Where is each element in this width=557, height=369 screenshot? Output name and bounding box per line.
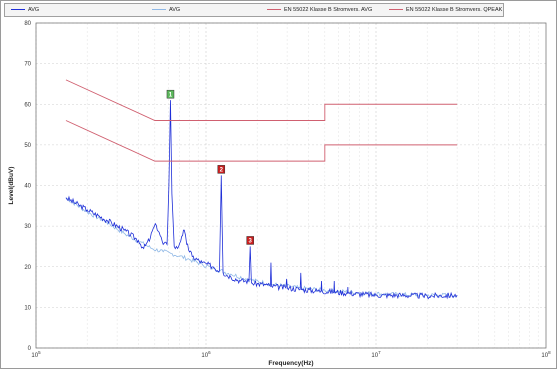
avg-trace-line [65, 197, 458, 298]
y-tick-label: 40 [24, 184, 31, 190]
plot-area [35, 22, 547, 349]
legend: AVG AVG EN 55022 Klasse B Stromvers. AVG… [4, 3, 504, 17]
grid [35, 22, 546, 349]
y-tick-label: 30 [24, 224, 31, 230]
y-tick-label: 10 [24, 305, 31, 311]
marker-label: 3 [249, 239, 253, 245]
legend-item-avg: AVG [152, 4, 180, 16]
marker-label: 1 [169, 92, 173, 98]
x-axis-label: Frequency(Hz) [268, 360, 313, 367]
legend-item-avg-peak: AVG [11, 4, 39, 16]
y-axis-ticks: 0 10 20 30 40 50 60 70 80 [24, 21, 31, 352]
y-tick-label: 0 [28, 346, 32, 352]
x-axis-ticks: 105 106 107 108 [31, 350, 551, 359]
marker-2: 2 [217, 165, 226, 174]
marker-3: 3 [246, 236, 254, 245]
markers-layer: 1 2 3 [166, 89, 254, 245]
legend-item-limit-qpeak: EN 55022 Klasse B Stromvers. QPEAK [389, 4, 502, 16]
y-tick-label: 80 [24, 21, 31, 27]
x-tick-label: 105 [31, 350, 41, 359]
y-tick-label: 70 [24, 62, 31, 68]
marker-label: 2 [220, 168, 224, 174]
x-tick-label: 108 [541, 350, 551, 359]
legend-item-limit-avg: EN 55022 Klasse B Stromvers. AVG [267, 4, 372, 16]
limit-qpeak-line [65, 79, 458, 121]
x-tick-label: 106 [201, 350, 211, 359]
marker-box [217, 165, 226, 174]
limit-avg-line [65, 120, 458, 162]
series-layer [65, 79, 458, 300]
legend-swatch [267, 9, 281, 11]
y-tick-label: 50 [24, 143, 31, 149]
y-tick-label: 60 [24, 102, 31, 108]
marker-1: 1 [166, 89, 175, 99]
marker-box [166, 89, 175, 99]
legend-swatch [11, 9, 25, 11]
y-axis-label: Level(dBuV) [8, 167, 15, 205]
legend-swatch [389, 9, 403, 11]
x-tick-label: 107 [371, 350, 381, 359]
peak-trace-line [65, 100, 458, 300]
marker-box [246, 236, 254, 245]
y-tick-label: 20 [24, 265, 31, 271]
legend-swatch [152, 9, 166, 11]
